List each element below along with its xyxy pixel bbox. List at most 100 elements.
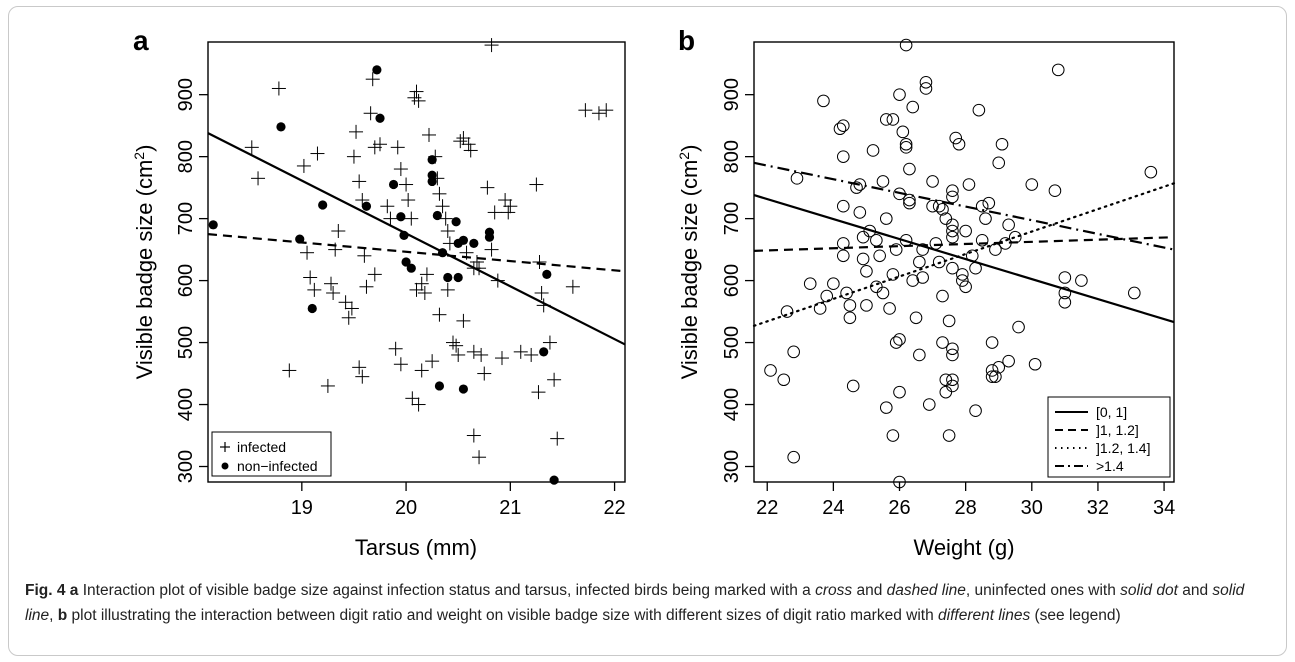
panel-a-y-ticks: 300 400 500 600 700 800 900: [175, 78, 208, 483]
point-cross: [282, 363, 297, 378]
point-cross: [565, 279, 580, 294]
panel-a-x-ticks: 19 20 21 22: [291, 482, 626, 519]
point-cross: [352, 174, 367, 189]
caption-text-6: plot illustrating the interaction betwee…: [67, 607, 939, 624]
panel-b-fit-lines: [752, 161, 1176, 327]
point-circle: [922, 398, 936, 411]
y-tick-label: 500: [721, 326, 743, 359]
point-cross: [435, 199, 450, 214]
point-circle: [899, 141, 913, 154]
panel-b-y-ticks: 300 400 500 600 700 800 900: [721, 78, 754, 483]
point-cross: [411, 397, 426, 412]
fit-line-dashed: [753, 236, 1175, 252]
point-circle: [893, 333, 906, 346]
point-circle: [919, 82, 933, 95]
point-circle: [1028, 357, 1042, 371]
point-cross: [411, 93, 426, 108]
point-circle: [949, 131, 963, 145]
figure-4-charts: a 300 400 500 600 700 800 900 19 20 21 22 Tarsus …: [131, 25, 1176, 560]
point-circle: [836, 237, 850, 250]
point-cross: [547, 372, 562, 387]
point-cross: [414, 363, 429, 378]
caption-text-1: Interaction plot of visible badge size a…: [78, 582, 816, 599]
point-circle: [942, 314, 956, 328]
point-cross: [404, 211, 419, 226]
point-cross: [487, 205, 502, 220]
point-circle: [936, 336, 949, 349]
point-cross: [484, 38, 499, 53]
point-circle: [932, 255, 946, 269]
point-cross: [338, 295, 353, 310]
y-tick-label: 900: [721, 78, 743, 111]
point-cross: [390, 140, 405, 155]
point-circle: [1002, 354, 1015, 368]
point-cross: [503, 199, 518, 214]
point-circle: [883, 302, 896, 315]
point-circle: [853, 206, 867, 219]
point-cross: [393, 357, 408, 372]
caption-text-2: and: [852, 582, 887, 599]
point-circle: [1012, 320, 1025, 334]
point-circle: [992, 156, 1006, 170]
point-circle: [886, 113, 900, 126]
point-circle: [856, 252, 870, 266]
point-circle: [899, 137, 913, 151]
point-cross: [536, 298, 551, 313]
point-cross: [542, 335, 557, 350]
point-circle: [836, 150, 850, 163]
point-circle: [952, 137, 966, 151]
point-cross: [365, 72, 380, 87]
y-tick-label: 700: [721, 202, 743, 235]
point-circle: [946, 184, 959, 198]
point-cross: [326, 285, 341, 300]
point-cross: [469, 255, 484, 269]
point-circle: [840, 286, 853, 300]
point-circle: [879, 113, 893, 126]
point-cross: [472, 261, 487, 276]
point-circle: [939, 385, 953, 399]
point-dot: [276, 122, 286, 132]
point-dot: [427, 176, 437, 187]
point-circle: [926, 175, 939, 188]
point-cross: [459, 245, 474, 260]
x-tick-label: 28: [955, 497, 977, 519]
point-cross: [349, 124, 364, 139]
panel-b-plot-box: [753, 41, 1175, 483]
legend-entry-gt-1-4: >1.4: [1096, 458, 1124, 474]
point-circle: [876, 286, 890, 300]
point-circle: [893, 187, 906, 201]
point-circle: [893, 385, 906, 399]
point-circle: [906, 100, 920, 114]
point-cross: [484, 242, 499, 257]
point-circle: [777, 373, 791, 387]
y-tick-label: 300: [175, 450, 197, 483]
point-cross: [440, 224, 455, 239]
y-tick-label: 500: [175, 326, 197, 359]
point-circle: [863, 224, 877, 238]
point-cross: [399, 177, 414, 192]
point-cross: [303, 270, 318, 285]
point-cross: [466, 344, 481, 359]
point-dot: [427, 155, 437, 165]
caption-solid-dot: solid dot: [1120, 582, 1178, 599]
point-cross: [307, 282, 322, 297]
y-tick-label: 700: [175, 202, 197, 235]
point-cross: [414, 276, 429, 291]
x-tick-label: 30: [1021, 497, 1043, 519]
y-tick-label: 900: [175, 78, 197, 111]
point-circle: [843, 299, 857, 312]
point-circle: [827, 277, 840, 290]
legend-entry-infected: infected: [237, 439, 286, 455]
point-circle: [946, 342, 959, 356]
point-cross: [534, 285, 549, 300]
point-cross: [445, 335, 460, 350]
point-cross: [432, 307, 447, 322]
point-cross: [393, 162, 408, 177]
point-dot: [434, 381, 445, 391]
point-cross: [373, 137, 388, 152]
legend-dot-icon: [221, 462, 229, 470]
point-circle: [860, 264, 873, 278]
point-circle: [956, 274, 969, 287]
point-circle: [780, 305, 794, 318]
point-circle: [916, 243, 929, 256]
